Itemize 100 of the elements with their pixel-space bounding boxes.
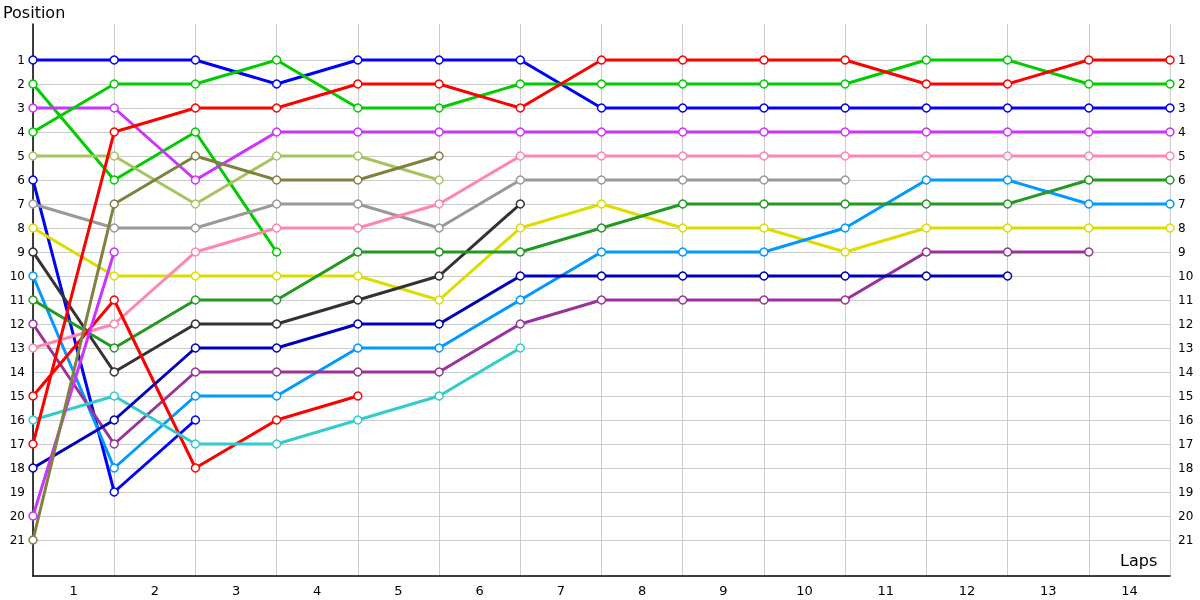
point — [1165, 103, 1175, 113]
y2-tick-label: 4 — [1178, 125, 1186, 139]
point — [1002, 103, 1013, 113]
point — [271, 319, 282, 329]
y-tick-label: 17 — [9, 437, 25, 451]
point — [434, 55, 444, 65]
x-tick-label: 13 — [1039, 583, 1057, 598]
point — [1002, 79, 1013, 89]
point — [190, 271, 201, 281]
point — [1084, 55, 1094, 65]
point — [109, 247, 119, 257]
point — [677, 127, 688, 137]
y2-tick-label: 19 — [1178, 485, 1194, 499]
point — [190, 103, 201, 113]
point — [1002, 175, 1013, 185]
x-tick-label: 14 — [1121, 583, 1138, 598]
point — [190, 79, 201, 89]
point — [190, 295, 201, 305]
point — [109, 127, 119, 137]
point — [759, 223, 769, 233]
point — [677, 55, 688, 65]
point — [28, 439, 38, 449]
point — [596, 127, 607, 137]
point — [1165, 175, 1175, 185]
point — [190, 415, 201, 425]
point — [840, 79, 850, 89]
point — [28, 127, 38, 137]
point — [921, 223, 932, 233]
point — [596, 55, 607, 65]
point — [353, 175, 363, 185]
y2-tick-label: 12 — [1178, 317, 1194, 331]
point — [271, 103, 282, 113]
y2-tick-label: 18 — [1178, 461, 1194, 475]
point — [515, 151, 526, 161]
point — [28, 223, 38, 233]
point — [190, 199, 201, 209]
x-tick-label: 1 — [69, 583, 78, 598]
point — [28, 415, 38, 425]
y-tick-label: 13 — [9, 341, 25, 355]
point — [353, 415, 363, 425]
point — [596, 247, 607, 257]
point — [353, 367, 363, 377]
point — [190, 319, 201, 329]
point — [1165, 199, 1175, 209]
point — [109, 367, 119, 377]
point — [596, 223, 607, 233]
point — [434, 151, 444, 161]
point — [1165, 127, 1175, 137]
y2-tick-label: 6 — [1178, 173, 1186, 187]
y2-tick-label: 1 — [1178, 53, 1186, 67]
point — [1165, 79, 1175, 89]
point — [353, 295, 363, 305]
point — [190, 367, 201, 377]
point — [921, 79, 932, 89]
point — [1002, 247, 1013, 257]
y2-tick-label: 15 — [1178, 389, 1194, 403]
point — [434, 247, 444, 257]
y-tick-label: 5 — [17, 149, 25, 163]
point — [1002, 55, 1013, 65]
point — [677, 151, 688, 161]
y-tick-label: 9 — [17, 245, 25, 259]
point — [596, 199, 607, 209]
point — [1165, 223, 1175, 233]
point — [190, 55, 201, 65]
point — [109, 415, 119, 425]
point — [353, 319, 363, 329]
point — [515, 103, 526, 113]
point — [434, 391, 444, 401]
point — [759, 295, 769, 305]
point — [840, 247, 850, 257]
point — [353, 127, 363, 137]
point — [109, 199, 119, 209]
x-tick-label: 5 — [394, 583, 403, 598]
x-axis-title: Laps — [1120, 550, 1158, 570]
point — [28, 247, 38, 257]
point — [677, 271, 688, 281]
point — [921, 199, 932, 209]
point — [28, 511, 38, 521]
point — [434, 319, 444, 329]
point — [677, 247, 688, 257]
point — [759, 175, 769, 185]
point — [1084, 199, 1094, 209]
y-tick-label: 3 — [17, 101, 25, 115]
point — [28, 343, 38, 353]
x-tick-label: 11 — [877, 583, 895, 598]
y-tick-label: 15 — [9, 389, 25, 403]
point — [190, 439, 201, 449]
point — [1002, 199, 1013, 209]
point — [677, 223, 688, 233]
point — [596, 103, 607, 113]
point — [515, 79, 526, 89]
point — [677, 295, 688, 305]
point — [28, 175, 38, 185]
point — [28, 79, 38, 89]
point — [840, 271, 850, 281]
point — [434, 271, 444, 281]
point — [434, 79, 444, 89]
point — [271, 415, 282, 425]
point — [271, 55, 282, 65]
point — [515, 295, 526, 305]
